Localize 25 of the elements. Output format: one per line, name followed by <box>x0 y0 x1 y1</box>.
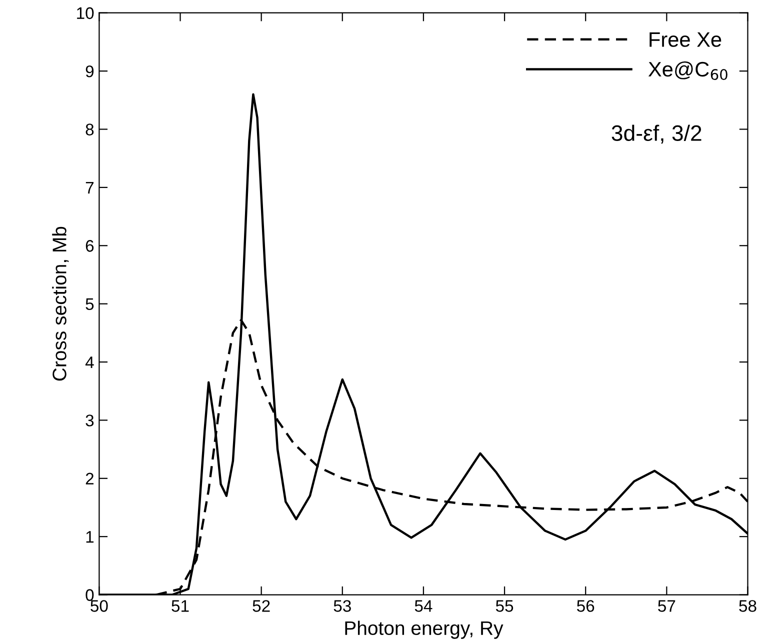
x-tick-label: 56 <box>577 600 594 612</box>
y-tick-label: 5 <box>86 298 94 310</box>
y-tick-label: 1 <box>86 531 94 543</box>
y-tick-label: 0 <box>86 589 94 601</box>
x-tick-label: 53 <box>334 600 351 612</box>
y-tick-label: 8 <box>86 124 94 136</box>
x-tick-label: 55 <box>496 600 514 612</box>
y-tick-label: 4 <box>85 356 94 368</box>
x-tick-label: 51 <box>172 600 189 612</box>
x-tick-label: 58 <box>739 600 756 612</box>
y-tick-label: 2 <box>86 472 94 484</box>
annotation: 3d-εf, 3/2 <box>612 124 702 144</box>
y-tick-label: 9 <box>86 65 94 78</box>
legend-label: Free Xe <box>650 32 722 47</box>
y-axis-title: Cross section, Mb <box>52 226 69 381</box>
x-tick-label: 50 <box>90 600 108 612</box>
x-tick-label: 57 <box>658 600 676 612</box>
y-tick-label: 3 <box>86 414 94 426</box>
y-tick-label: 7 <box>86 182 94 194</box>
x-tick-label: 52 <box>252 600 270 612</box>
legend-label: Xe@C$_{60}$ <box>648 61 728 80</box>
y-tick-label: 6 <box>86 240 94 252</box>
y-tick-label: 10 <box>77 7 94 20</box>
x-axis-title: Photon energy, Ry <box>345 620 504 639</box>
x-tick-label: 54 <box>414 600 432 612</box>
